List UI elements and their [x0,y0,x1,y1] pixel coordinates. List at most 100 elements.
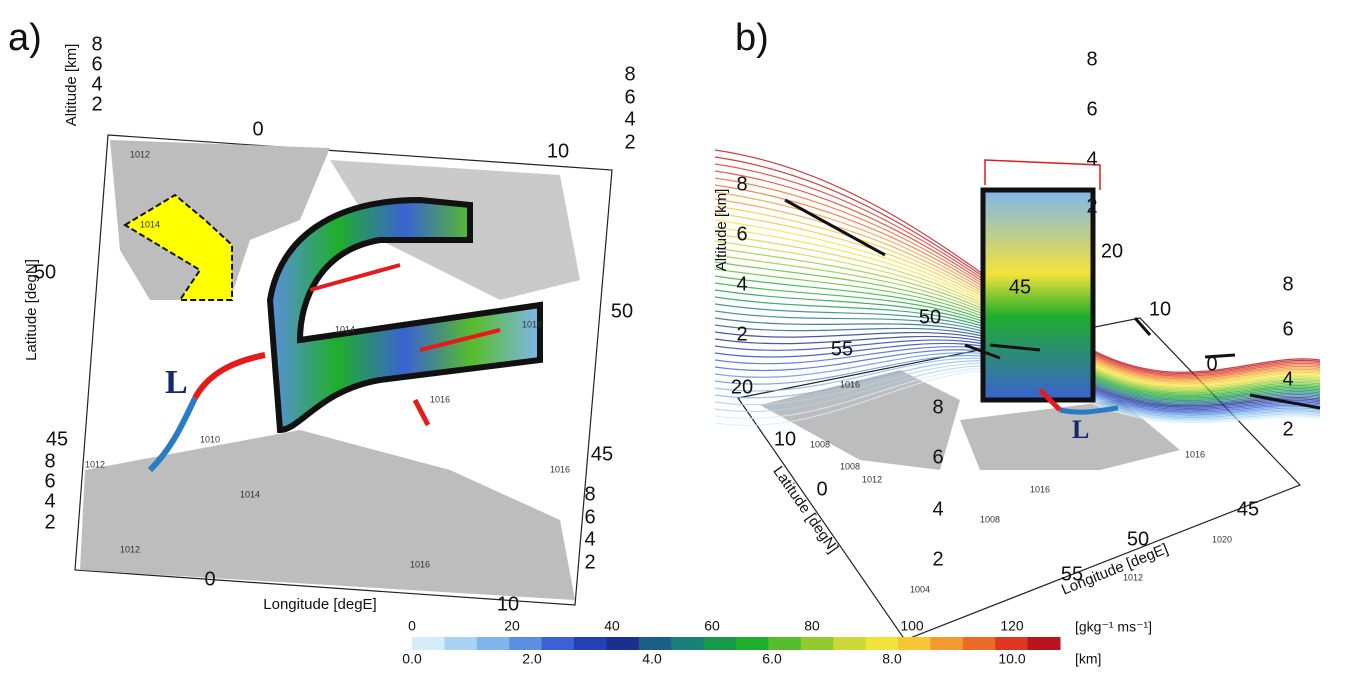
panel-a: a) L Altitude [km] Latitude [degN] Longi… [8,17,636,615]
tick-label: 8 [91,33,102,55]
tick-label: 2 [932,548,943,570]
tick-label: 10.0 [998,651,1025,667]
tick-label: 4 [736,273,747,295]
tick-label: 6 [91,53,102,75]
colorbar-swatch [444,637,477,650]
axis-title: Longitude [degE] [263,596,376,613]
tick-label: 20 [504,618,520,634]
unit-label: [km] [1075,651,1101,667]
colorbar-swatch [671,637,704,650]
tick-label: 8 [1282,273,1293,295]
tick-label: 6 [932,446,943,468]
tick-label: 2.0 [522,651,542,667]
tick-label: 6 [736,223,747,245]
panel-label: b) [735,17,769,59]
low-marker: L [165,364,188,401]
tick-label: 50 [611,300,633,322]
tick-label: 1016 [1030,484,1050,494]
colorbar-swatch [866,637,899,650]
tick-label: 4.0 [642,651,662,667]
tick-label: 50 [1127,528,1149,550]
tick-label: 1014 [240,489,260,499]
tick-label: 45 [591,443,613,465]
tick-label: 55 [1061,563,1083,585]
tick-label: 50 [34,261,56,283]
tick-label: 0 [1206,353,1217,375]
colorbar-swatch [833,637,866,650]
tick-label: 1016 [840,379,860,389]
tick-label: 1008 [840,461,860,471]
tick-label: 8 [932,396,943,418]
colorbar-swatch [736,637,769,650]
colorbar-swatch [930,637,963,650]
colorbar-swatch [768,637,801,650]
tick-label: 20 [1101,240,1123,262]
tick-label: 4 [1086,148,1097,170]
tick-label: 80 [804,618,820,634]
tick-label: 8.0 [882,651,902,667]
tick-label: 6 [44,470,55,492]
tick-label: 100 [900,618,924,634]
tick-label: 45 [46,428,68,450]
tick-label: 0 [816,478,827,500]
tick-label: 1010 [200,434,220,444]
unit-label: [gkg⁻¹ ms⁻¹] [1075,619,1152,635]
colorbar-swatch [412,637,445,650]
tick-label: 1020 [1212,534,1232,544]
tick-label: 8 [584,483,595,505]
tick-label: 45 [1237,498,1259,520]
colorbar-swatch [704,637,737,650]
tick-label: 1004 [910,584,930,594]
tick-label: 50 [919,306,941,328]
tick-label: 1016 [550,464,570,474]
axis-title: Altitude [km] [63,44,80,127]
tick-label: 2 [584,551,595,573]
tick-label: 4 [624,108,635,130]
tick-label: 2 [91,93,102,115]
tick-label: 1018 [522,319,542,329]
tick-label: 4 [932,498,943,520]
tick-label: 1012 [1123,572,1143,582]
tick-label: 10 [547,140,569,162]
tick-label: 8 [1086,48,1097,70]
tick-label: 1014 [140,219,160,229]
colorbar-swatch [963,637,996,650]
tick-label: 6.0 [762,651,782,667]
tick-label: 2 [44,511,55,533]
outline [985,160,1100,190]
tick-label: 6 [1086,98,1097,120]
tick-label: 1012 [130,149,150,159]
tick-label: 4 [584,528,595,550]
tick-label: 20 [731,376,753,398]
tick-label: 1008 [980,514,1000,524]
colorbar-swatch [509,637,542,650]
tick-label: 2 [1086,195,1097,217]
tick-label: 0 [204,568,215,590]
tick-label: 0 [408,618,416,634]
tick-label: 1012 [85,459,105,469]
tick-label: 8 [624,63,635,85]
tick-label: 120 [1000,618,1024,634]
axis-title: Altitude [km] [713,189,730,272]
tick-label: 45 [1009,276,1031,298]
tick-label: 1016 [430,394,450,404]
tick-label: 0 [252,118,263,140]
figure: a) L Altitude [km] Latitude [degN] Longi… [0,0,1349,670]
tick-label: 1008 [810,439,830,449]
tick-label: 6 [624,86,635,108]
tick-label: 2 [624,131,635,153]
tick-label: 40 [604,618,620,634]
colorbar-swatch [606,637,639,650]
colorbar-swatch [1028,637,1061,650]
tick-label: 8 [736,173,747,195]
colorbar-swatch [898,637,931,650]
colorbar-swatch [574,637,607,650]
colorbar-swatch [801,637,834,650]
tick-label: 55 [831,338,853,360]
tick-label: 4 [44,490,55,512]
colorbar-swatch [477,637,510,650]
tick-label: 6 [584,506,595,528]
tick-label: 1016 [1185,449,1205,459]
tick-label: 1014 [335,324,355,334]
